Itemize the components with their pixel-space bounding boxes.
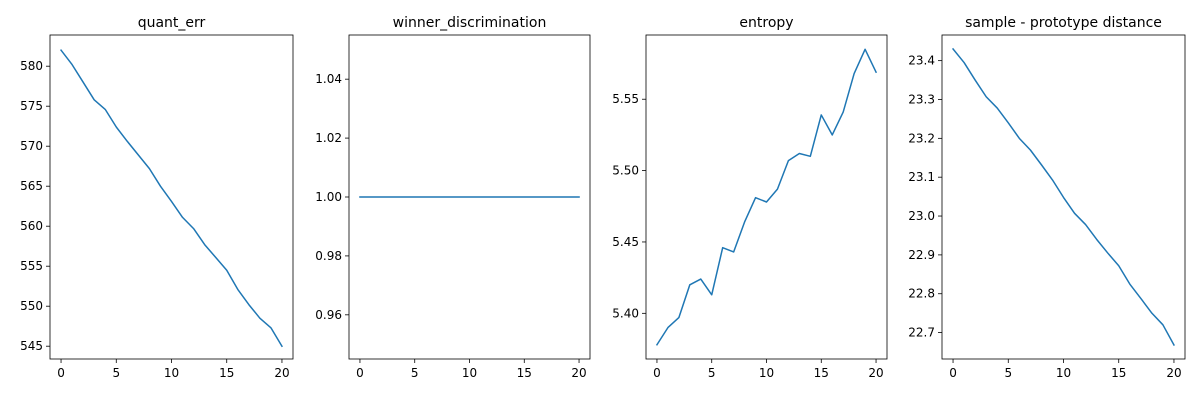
- x-tick-label: 20: [1166, 366, 1181, 380]
- x-tick-label: 10: [462, 366, 477, 380]
- series-line: [59, 49, 283, 348]
- x-tick-label: 15: [1111, 366, 1126, 380]
- x-tick-label: 0: [653, 366, 661, 380]
- chart-title: sample - prototype distance: [965, 15, 1162, 31]
- y-tick-label: 1.00: [315, 190, 342, 204]
- x-tick-label: 5: [411, 366, 419, 380]
- series-line: [655, 48, 878, 346]
- y-tick-label: 545: [20, 339, 43, 353]
- axes-frame: [49, 34, 294, 360]
- y-tick-label: 23.0: [908, 209, 935, 223]
- y-tick-label: 1.04: [315, 72, 342, 86]
- y-tick-label: 550: [20, 299, 43, 313]
- x-tick-label: 20: [274, 366, 289, 380]
- y-tick-label: 23.1: [908, 170, 935, 184]
- chart-title: quant_err: [138, 15, 206, 31]
- y-tick-label: 5.55: [612, 92, 639, 106]
- y-tick-label: 5.50: [612, 164, 639, 178]
- y-tick-label: 560: [20, 219, 43, 233]
- y-tick-label: 1.02: [315, 131, 342, 145]
- y-tick-label: 5.40: [612, 306, 639, 320]
- x-tick-label: 0: [57, 366, 65, 380]
- series-line: [951, 47, 1175, 347]
- y-tick-label: 23.2: [908, 131, 935, 145]
- y-tick-label: 23.3: [908, 92, 935, 106]
- chart-title: winner_discrimination: [393, 15, 547, 31]
- x-tick-label: 10: [1056, 366, 1071, 380]
- y-tick-label: 22.9: [908, 248, 935, 262]
- x-tick-label: 20: [571, 366, 586, 380]
- y-tick-label: 22.8: [908, 287, 935, 301]
- chart-panel-4: sample - prototype distance 0 5 10 15 20 22.7 2…: [908, 15, 1186, 380]
- x-tick-label: 20: [868, 366, 883, 380]
- y-tick-label: 565: [20, 179, 43, 193]
- chart-title: entropy: [739, 15, 793, 31]
- y-tick-label: 570: [20, 139, 43, 153]
- x-tick-label: 15: [219, 366, 234, 380]
- x-tick-label: 5: [112, 366, 120, 380]
- x-tick-label: 10: [164, 366, 179, 380]
- x-tick-label: 5: [1004, 366, 1012, 380]
- x-tick-label: 0: [356, 366, 364, 380]
- y-tick-label: 22.7: [908, 326, 935, 340]
- y-tick-label: 575: [20, 99, 43, 113]
- chart-panel-2: winner_discrimination 0 5 10 15 20 0.96 0.98 1.0…: [315, 15, 591, 380]
- x-tick-label: 15: [814, 366, 829, 380]
- x-tick-label: 15: [517, 366, 532, 380]
- y-tick-label: 0.98: [315, 249, 342, 263]
- y-tick-label: 580: [20, 59, 43, 73]
- x-tick-label: 10: [759, 366, 774, 380]
- x-tick-label: 0: [949, 366, 957, 380]
- x-tick-label: 5: [708, 366, 716, 380]
- y-tick-label: 5.45: [612, 235, 639, 249]
- y-tick-label: 23.4: [908, 54, 935, 68]
- chart-panel-1: quant_err 0 5 10 15 20 545 550 555 560 565 570 575 58…: [20, 15, 294, 380]
- y-tick-label: 0.96: [315, 308, 342, 322]
- y-tick-label: 555: [20, 259, 43, 273]
- chart-panel-3: entropy 0 5 10 15 20 5.40 5.45 5.50 5.55: [612, 15, 888, 380]
